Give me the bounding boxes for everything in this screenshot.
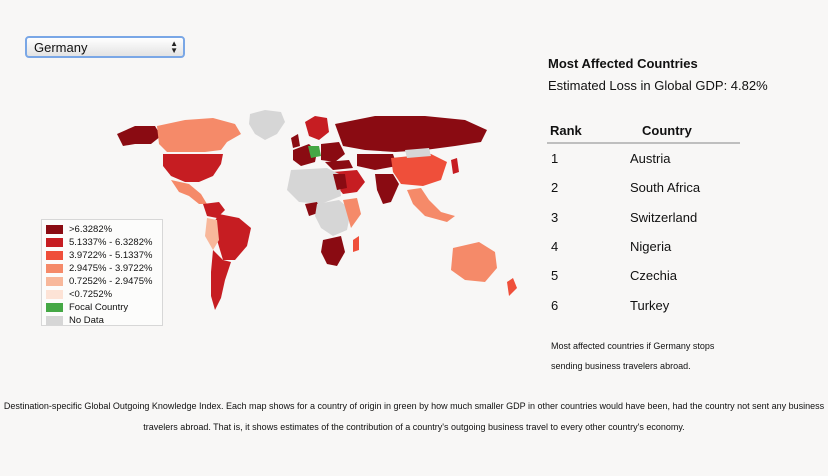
legend-item: 5.1337% - 6.3282%	[46, 236, 162, 249]
legend-swatch	[46, 277, 63, 286]
legend-swatch	[46, 225, 63, 234]
select-arrows-icon: ▲ ▼	[170, 39, 178, 55]
table-row: 6 Turkey	[547, 290, 740, 319]
region-north-africa	[287, 168, 341, 204]
header-country: Country	[642, 122, 692, 138]
region-germany-focal	[308, 146, 321, 158]
region-brazil	[213, 214, 251, 260]
rank-cell: 3	[551, 209, 559, 225]
panel-subtitle: Estimated Loss in Global GDP: 4.82%	[548, 78, 768, 93]
region-china	[391, 154, 447, 186]
legend-swatch	[46, 238, 63, 247]
region-central-africa	[315, 200, 351, 236]
panel-title: Most Affected Countries	[548, 56, 698, 71]
country-cell: Czechia	[630, 268, 677, 284]
legend-swatch	[46, 251, 63, 260]
region-scandinavia	[305, 116, 329, 140]
legend-label: 5.1337% - 6.3282%	[69, 237, 153, 248]
region-australia	[451, 242, 497, 282]
table-header: Rank Country	[547, 118, 740, 144]
rank-table: Rank Country 1 Austria 2 South Africa 3 …	[547, 118, 740, 320]
legend-swatch	[46, 316, 63, 325]
legend-label: No Data	[69, 315, 104, 326]
legend-label: <0.7252%	[69, 289, 113, 300]
rank-cell: 4	[551, 239, 559, 255]
region-india	[375, 174, 399, 204]
table-row: 2 South Africa	[547, 173, 740, 202]
country-cell: Nigeria	[630, 239, 672, 255]
region-argentina	[211, 250, 231, 310]
region-colombia	[203, 202, 225, 218]
map-legend: >6.3282% 5.1337% - 6.3282% 3.9722% - 5.1…	[41, 219, 163, 326]
region-mexico	[171, 180, 207, 204]
legend-item: No Data	[46, 314, 162, 327]
region-russia	[335, 116, 487, 152]
region-canada	[157, 118, 241, 152]
figure-caption: Destination-specific Global Outgoing Kno…	[3, 401, 825, 432]
legend-swatch	[46, 264, 63, 273]
table-row: 1 Austria	[547, 144, 740, 173]
legend-label: >6.3282%	[69, 224, 113, 235]
region-new-zealand	[507, 278, 517, 296]
country-select-value: Germany	[34, 39, 88, 55]
legend-item: 0.7252% - 2.9475%	[46, 275, 162, 288]
legend-item: 2.9475% - 3.9722%	[46, 262, 162, 275]
rank-cell: 1	[551, 151, 559, 167]
legend-label: 0.7252% - 2.9475%	[69, 276, 153, 287]
region-egypt	[333, 174, 347, 190]
region-eastern-europe	[321, 142, 345, 162]
region-madagascar	[353, 236, 359, 252]
rank-cell: 2	[551, 180, 559, 196]
region-turkey	[325, 160, 353, 170]
rank-cell: 6	[551, 297, 559, 313]
country-cell: Turkey	[630, 297, 670, 313]
region-greenland	[249, 110, 285, 140]
region-southeast-asia	[407, 188, 455, 222]
rank-cell: 5	[551, 268, 559, 284]
country-cell: Switzerland	[630, 209, 698, 225]
region-alaska	[117, 126, 161, 146]
world-map[interactable]	[95, 100, 535, 320]
country-select[interactable]: Germany ▲ ▼	[25, 36, 185, 58]
panel-note: Most affected countries if Germany stops…	[551, 341, 715, 371]
table-row: 3 Switzerland	[547, 203, 740, 232]
region-japan	[451, 158, 459, 174]
legend-item: Focal Country	[46, 301, 162, 314]
country-cell: Austria	[630, 151, 671, 167]
region-central-asia	[357, 154, 397, 170]
region-southern-africa	[321, 236, 345, 266]
region-mongolia	[405, 148, 431, 158]
table-row: 5 Czechia	[547, 261, 740, 290]
legend-swatch	[46, 290, 63, 299]
header-rank: Rank	[550, 122, 582, 138]
legend-item: 3.9722% - 5.1337%	[46, 249, 162, 262]
country-cell: South Africa	[630, 180, 701, 196]
legend-swatch	[46, 303, 63, 312]
legend-label: 2.9475% - 3.9722%	[69, 263, 153, 274]
region-uk	[291, 134, 300, 148]
region-usa	[163, 154, 223, 182]
legend-item: <0.7252%	[46, 288, 162, 301]
table-row: 4 Nigeria	[547, 232, 740, 261]
legend-label: 3.9722% - 5.1337%	[69, 250, 153, 261]
legend-label: Focal Country	[69, 302, 129, 313]
legend-item: >6.3282%	[46, 223, 162, 236]
region-peru	[205, 218, 219, 250]
region-east-africa	[343, 198, 361, 228]
